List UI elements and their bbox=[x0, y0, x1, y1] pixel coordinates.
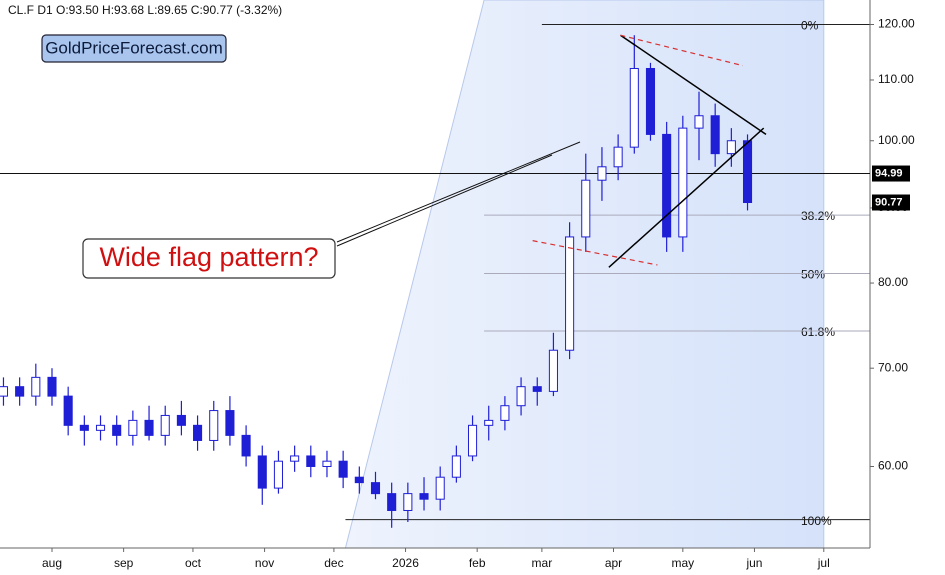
candle-body bbox=[63, 395, 73, 426]
x-tick-label: may bbox=[671, 556, 694, 570]
candle-body bbox=[710, 115, 720, 155]
fib-label: 50% bbox=[801, 268, 825, 282]
candle-body bbox=[597, 166, 607, 181]
price-box-label: 90.77 bbox=[875, 196, 903, 208]
x-tick-label: aug bbox=[42, 556, 62, 570]
candle-body bbox=[516, 386, 526, 407]
candle-body bbox=[257, 455, 267, 489]
fib-label: 61.8% bbox=[801, 325, 835, 339]
watermark: GoldPriceForecast.com bbox=[45, 38, 223, 57]
callout-line bbox=[336, 154, 553, 247]
header: CL.F D1 O:93.50 H:93.68 L:89.65 C:90.77 … bbox=[8, 3, 282, 17]
watermark-box bbox=[41, 34, 227, 63]
candle-body bbox=[306, 455, 316, 467]
x-tick-label: mar bbox=[532, 556, 553, 570]
x-tick-label: dec bbox=[324, 556, 343, 570]
candle-body bbox=[419, 493, 429, 500]
x-tick-label: sep bbox=[114, 556, 134, 570]
candle-body bbox=[435, 476, 445, 500]
candle-body bbox=[548, 349, 558, 392]
candle-body bbox=[565, 236, 575, 351]
x-tick-label: apr bbox=[605, 556, 622, 570]
annotation-box bbox=[82, 238, 336, 279]
candle-body bbox=[678, 127, 688, 238]
x-tick-label: oct bbox=[185, 556, 202, 570]
candle-body bbox=[532, 386, 542, 392]
y-tick-label: 120.00 bbox=[878, 17, 915, 31]
candle-body bbox=[629, 67, 639, 148]
candle-body bbox=[694, 115, 704, 129]
trendline bbox=[620, 34, 767, 136]
fib-label: 100% bbox=[801, 514, 832, 528]
y-tick-label: 60.00 bbox=[878, 459, 908, 473]
price-box bbox=[872, 194, 910, 211]
y-tick-label: 100.00 bbox=[878, 133, 915, 147]
candle-body bbox=[79, 424, 89, 431]
candle-body bbox=[273, 460, 283, 489]
x-tick-label: 2026 bbox=[392, 556, 419, 570]
y-tick-label: 70.00 bbox=[878, 360, 908, 374]
x-tick-label: feb bbox=[469, 556, 486, 570]
x-tick-label: jul bbox=[817, 556, 830, 570]
candle-body bbox=[581, 179, 591, 238]
candle-body bbox=[662, 133, 672, 238]
price-box-label: 94.99 bbox=[875, 167, 903, 179]
trendline bbox=[608, 127, 765, 268]
candle-body bbox=[354, 476, 364, 484]
candle-body bbox=[15, 386, 25, 397]
candle-body bbox=[613, 146, 623, 168]
trendline bbox=[532, 240, 658, 266]
y-tick-label: 110.00 bbox=[878, 72, 914, 86]
fib-label: 38.2% bbox=[801, 209, 835, 223]
candle-body bbox=[128, 419, 138, 436]
candle-body bbox=[95, 424, 106, 431]
candle-body bbox=[387, 493, 397, 511]
candle-body bbox=[451, 455, 461, 478]
candle-body bbox=[193, 424, 203, 441]
callout-line bbox=[336, 141, 581, 243]
candle-body bbox=[645, 67, 656, 135]
annotation: Wide flag pattern? bbox=[99, 242, 318, 272]
candle-body bbox=[160, 414, 170, 436]
y-tick-label: 80.00 bbox=[878, 275, 908, 289]
candle-body bbox=[209, 410, 219, 441]
candle-body bbox=[225, 410, 235, 436]
candle-body bbox=[726, 140, 736, 155]
candle-body bbox=[338, 460, 348, 478]
candle-body bbox=[500, 405, 510, 421]
candle-body bbox=[47, 376, 57, 397]
candle-body bbox=[370, 482, 381, 495]
candle-body bbox=[112, 424, 122, 436]
candle-body bbox=[176, 414, 186, 426]
trendline bbox=[620, 34, 744, 67]
candle-body bbox=[241, 434, 251, 457]
fib-label: 0% bbox=[801, 19, 819, 33]
candle-body bbox=[322, 460, 332, 467]
x-tick-label: nov bbox=[255, 556, 274, 570]
candle-body bbox=[403, 493, 413, 511]
candle-body bbox=[290, 455, 300, 462]
x-tick-label: jun bbox=[745, 556, 762, 570]
candle-body bbox=[742, 140, 753, 204]
candle-body bbox=[468, 424, 478, 457]
candle-body bbox=[484, 419, 494, 426]
candle-body bbox=[144, 419, 154, 436]
candle-body bbox=[31, 376, 41, 397]
candle-body bbox=[0, 386, 9, 397]
price-box bbox=[872, 165, 910, 182]
